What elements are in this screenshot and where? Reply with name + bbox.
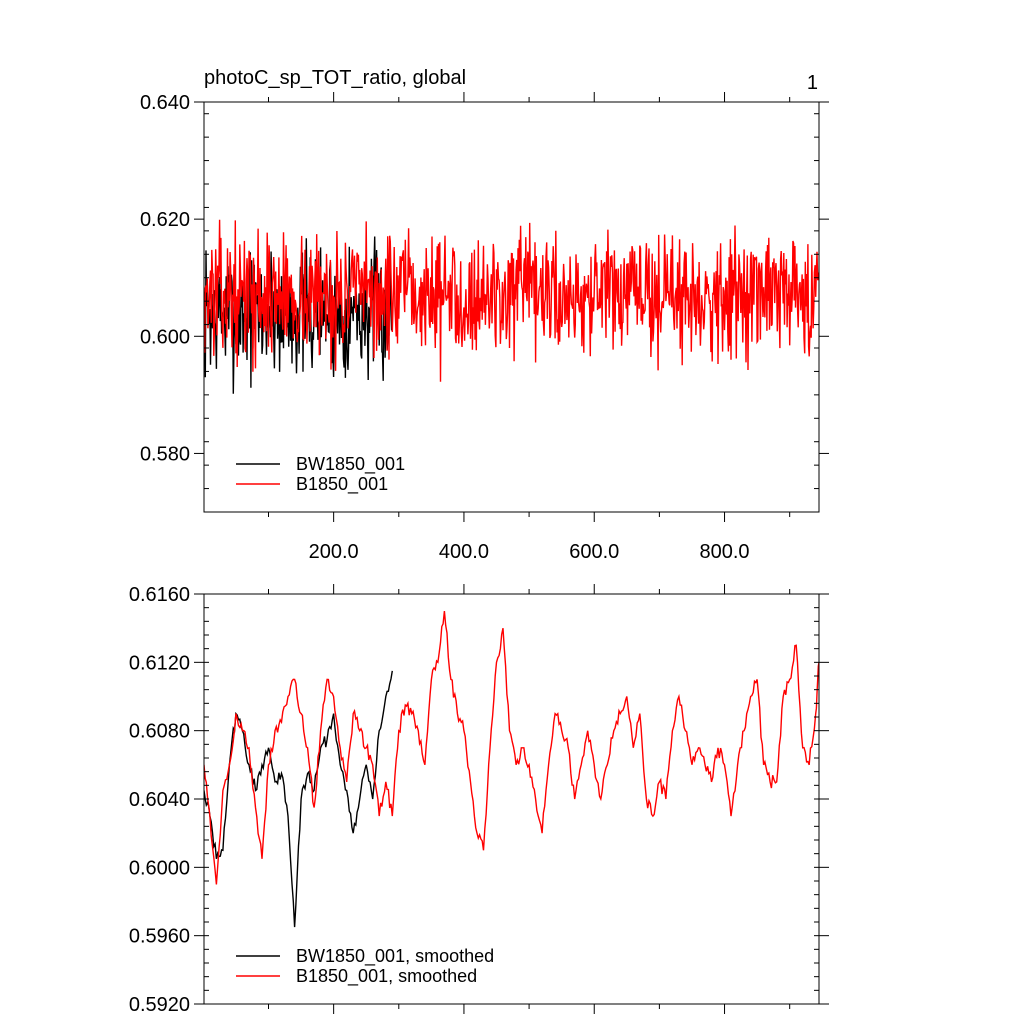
y-tick-label: 0.580 xyxy=(140,443,190,465)
y-tick-label: 0.5960 xyxy=(129,926,190,948)
y-tick-label: 0.5920 xyxy=(129,994,190,1016)
top-series-group xyxy=(204,219,819,394)
legend-label: BW1850_001 xyxy=(296,454,405,475)
legend-label: B1850_001, smoothed xyxy=(296,966,477,987)
series-line-bw1850 xyxy=(204,670,393,928)
top-ticks-group: 0.580 0.600 0.620 0.640 200.0 400.0 600.0 800.0 xyxy=(140,92,829,563)
bottom-ticks-group: 0.5920 0.5960 0.6000 0.6040 0.6080 0.6120 0.61… xyxy=(129,584,829,1016)
y-tick-label: 0.6120 xyxy=(129,652,190,674)
top-plot-frame xyxy=(203,101,820,513)
legend-label: B1850_001 xyxy=(296,474,388,495)
page-label: 1 xyxy=(807,72,818,94)
y-tick-label: 0.6080 xyxy=(129,721,190,743)
bottom-plot-frame xyxy=(203,593,820,1005)
top-panel: photoC_sp_TOT_ratio, global 1 0.580 0.600… xyxy=(140,67,829,563)
x-tick-label: 200.0 xyxy=(309,541,359,563)
x-tick-label: 400.0 xyxy=(439,541,489,563)
bottom-panel: 0.5920 0.5960 0.6000 0.6040 0.6080 0.6120 0.61… xyxy=(129,584,829,1016)
series-line-b1850 xyxy=(204,611,819,885)
x-tick-label: 600.0 xyxy=(569,541,619,563)
y-tick-label: 0.6040 xyxy=(129,789,190,811)
x-tick-label: 800.0 xyxy=(700,541,750,563)
chart-title: photoC_sp_TOT_ratio, global xyxy=(204,67,466,89)
y-tick-label: 0.640 xyxy=(140,92,190,114)
series-line-b1850 xyxy=(204,219,819,382)
bottom-series-group xyxy=(204,611,819,928)
y-tick-label: 0.6160 xyxy=(129,584,190,606)
y-tick-label: 0.6000 xyxy=(129,857,190,879)
y-tick-label: 0.600 xyxy=(140,326,190,348)
y-tick-label: 0.620 xyxy=(140,209,190,231)
legend-label: BW1850_001, smoothed xyxy=(296,946,494,967)
